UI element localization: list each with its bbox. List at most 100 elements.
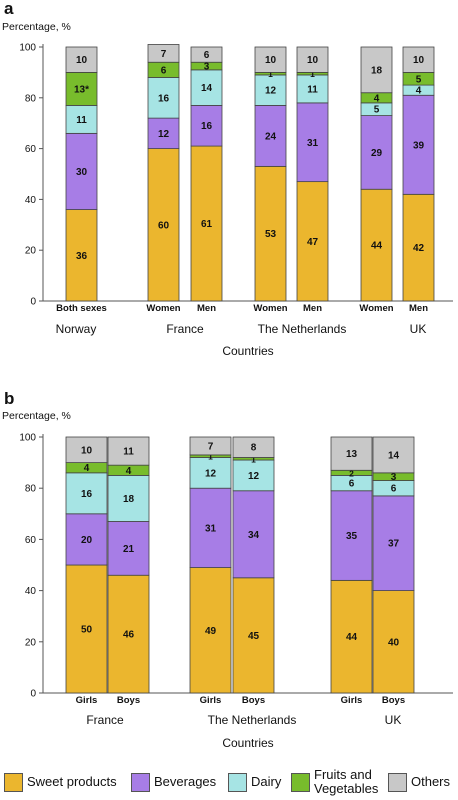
bar-segment-others	[372, 436, 415, 474]
x-group-label: The Netherlands	[258, 322, 347, 336]
bar-segment-sweet-products	[190, 145, 223, 302]
y-tick-label: 60	[25, 535, 37, 546]
data-label: 39	[413, 140, 425, 151]
data-label: 18	[123, 494, 135, 505]
data-label: 10	[413, 55, 425, 66]
bar-segment-beverages	[296, 102, 329, 183]
legend-item-beverages: Beverages	[131, 764, 216, 800]
bar-segment-others	[107, 436, 150, 466]
panel-label: a	[4, 0, 14, 18]
data-label: 7	[161, 49, 167, 60]
y-tick-label: 100	[19, 43, 36, 54]
bar-segment-sweet-products	[65, 209, 98, 302]
bar-segment-others	[232, 436, 275, 458]
data-label: 61	[201, 219, 213, 230]
bar-category-label: Women	[253, 303, 287, 314]
data-label: 6	[161, 65, 167, 76]
bar-segment-beverages	[190, 105, 223, 147]
bar-segment-sweet-products	[189, 567, 232, 694]
y-tick-label: 0	[30, 297, 36, 308]
legend-label: Dairy	[251, 774, 282, 789]
bar-segment-beverages	[330, 490, 373, 581]
data-label: 4	[126, 466, 132, 477]
panel-label: b	[4, 389, 14, 408]
y-tick-label: 40	[25, 586, 37, 597]
data-label: 44	[346, 632, 358, 643]
legend-swatch-dairy	[228, 772, 247, 792]
bar-segment-sweet-products	[402, 193, 435, 302]
bar-segment-others	[190, 46, 223, 63]
bar-segment-beverages	[65, 132, 98, 210]
bar-segment-dairy	[147, 77, 180, 119]
data-label: 5	[374, 105, 380, 116]
x-group-label: The Netherlands	[208, 713, 297, 727]
data-label: 6	[204, 50, 210, 61]
bar-segment-others	[147, 44, 180, 63]
legend-label: Sweet products	[27, 774, 117, 789]
data-label: 10	[81, 445, 93, 456]
bar-category-label: Men	[197, 303, 216, 314]
data-label: 37	[388, 539, 400, 550]
y-axis-title: Percentage, %	[2, 410, 71, 422]
data-label: 4	[374, 93, 380, 104]
bar-segment-beverages	[360, 115, 393, 190]
data-label: 12	[205, 468, 217, 479]
y-tick-label: 20	[25, 637, 37, 648]
data-label: 16	[158, 93, 170, 104]
bar-segment-beverages	[372, 495, 415, 592]
data-label: 50	[81, 625, 93, 636]
data-label: 3	[391, 472, 397, 483]
bar-category-label: Both sexes	[56, 303, 107, 314]
bar-segment-beverages	[402, 94, 435, 195]
x-group-label: UK	[410, 322, 427, 336]
data-label: 47	[307, 237, 319, 248]
y-tick-label: 100	[19, 433, 36, 444]
bar-segment-dairy	[107, 474, 150, 522]
data-label: 35	[346, 531, 358, 542]
data-label: 10	[307, 55, 319, 66]
data-label: 3	[204, 62, 210, 73]
data-label: 49	[205, 626, 217, 637]
bar-segment-others	[65, 436, 108, 464]
data-label: 1	[268, 69, 273, 79]
data-label: 12	[248, 471, 260, 482]
data-label: 14	[388, 450, 400, 461]
data-label: 12	[158, 129, 170, 140]
data-label: 11	[123, 447, 134, 458]
bar-segment-others	[296, 46, 329, 73]
data-label: 29	[371, 148, 383, 159]
data-label: 4	[84, 463, 90, 474]
data-label: 14	[201, 83, 213, 94]
bar-segment-sweet-products	[65, 564, 108, 694]
bar-segment-others	[360, 46, 393, 94]
bar-category-label: Girls	[76, 695, 98, 706]
data-label: 11	[307, 84, 318, 95]
bar-category-label: Boys	[242, 695, 265, 706]
bar-category-label: Boys	[117, 695, 140, 706]
bar-segment-sweet-products	[107, 574, 150, 694]
data-label: 21	[123, 544, 135, 555]
bar-category-label: Men	[303, 303, 322, 314]
data-label: 12	[265, 86, 277, 97]
bar-segment-others	[254, 46, 287, 73]
data-label: 16	[201, 121, 213, 132]
data-label: 13*	[74, 84, 89, 95]
bar-segment-others	[65, 46, 98, 73]
legend-swatch-others	[388, 772, 407, 792]
data-label: 16	[81, 489, 93, 500]
y-tick-label: 80	[25, 484, 37, 495]
bar-segment-others	[402, 46, 435, 73]
legend-label: Beverages	[154, 774, 217, 789]
legend-swatch-sweet-products	[4, 772, 23, 792]
data-label: 4	[416, 86, 422, 97]
bar-segment-sweet-products	[296, 181, 329, 302]
bar-segment-sweet-products	[372, 590, 415, 694]
x-group-label: France	[86, 713, 124, 727]
data-label: 1	[208, 452, 213, 462]
data-label: 45	[248, 631, 260, 642]
x-group-label: UK	[385, 713, 402, 727]
y-axis-title: Percentage, %	[2, 21, 71, 33]
legend: Sweet products Beverages Dairy Fruits an…	[0, 764, 458, 800]
